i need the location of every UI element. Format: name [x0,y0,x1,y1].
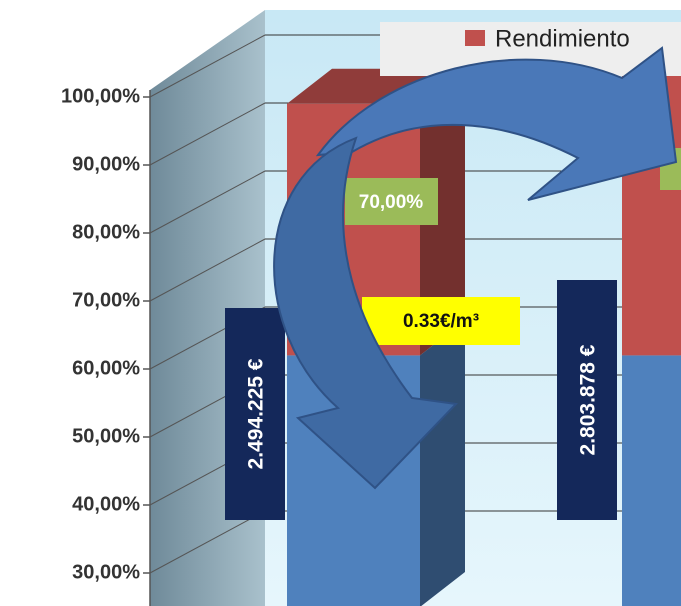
annotation-box [362,297,520,345]
grid-line [149,102,266,166]
grid-line [149,170,266,234]
annotation: 0.33€/m³ [403,311,479,332]
y-tick-label: 50,00% [72,425,140,447]
bar-side [420,68,465,356]
annotation: 2.494.225 € [245,358,268,469]
annotation: 70,00% [359,192,424,213]
annotation-box [557,280,617,520]
y-tick-label: 90,00% [72,153,140,175]
bar [622,355,681,606]
grid-line [149,238,266,302]
arrow [315,46,678,201]
legend-label: Rendimiento [495,25,630,52]
y-tick-label: 80,00% [72,221,140,243]
bar-side [420,320,465,606]
y-tick-label: 60,00% [72,357,140,379]
grid-line [149,510,266,574]
y-tick-label: 40,00% [72,493,140,515]
annotation: 2.803.878 € [577,344,600,455]
annotation-box [225,308,285,520]
legend-swatch [465,30,485,46]
annotation-box [345,178,438,225]
y-tick-label: 70,00% [72,289,140,311]
y-tick-label: 30,00% [72,561,140,583]
y-tick-label: 100,00% [61,85,140,107]
arrow [273,136,459,490]
grid-line [149,34,266,98]
